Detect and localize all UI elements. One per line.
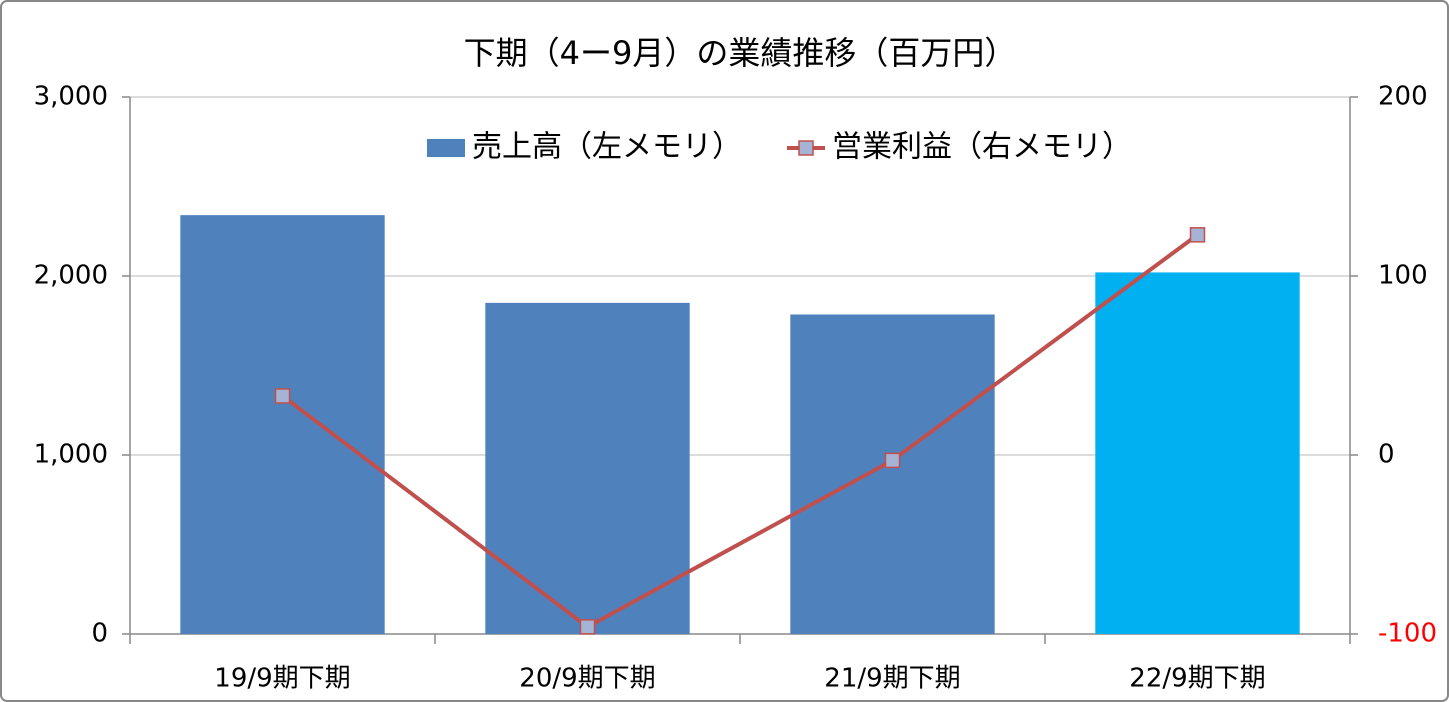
line-marker [1189,227,1206,243]
x-tick-label: 21/9期下期 [824,664,960,694]
y2-tick-label: 200 [1378,82,1428,112]
line-marker [579,619,596,635]
line-marker [274,388,291,404]
x-tick-label: 19/9期下期 [214,664,350,694]
bar [485,302,690,634]
x-tick-label: 20/9期下期 [519,664,655,694]
legend-label: 売上高（左メモリ） [472,130,742,165]
y-tick-label: 0 [91,619,108,649]
y2-tick-label: 0 [1378,440,1395,470]
y-tick-label: 2,000 [34,261,108,291]
line-marker [884,452,901,469]
bar [1095,272,1300,634]
legend-swatch [427,139,465,157]
bar [790,314,995,634]
y2-tick-label: -100 [1378,619,1437,649]
x-tick-label: 22/9期下期 [1129,664,1265,694]
legend-marker [798,140,814,156]
legend-label: 営業利益（右メモリ） [832,130,1132,165]
y-tick-label: 3,000 [34,82,108,112]
y2-tick-label: 100 [1378,261,1428,291]
line [281,233,1199,630]
y-tick-label: 1,000 [34,440,108,470]
chart-title: 下期（4ー9月）の業績推移（百万円） [464,34,1017,72]
bar [180,215,385,634]
